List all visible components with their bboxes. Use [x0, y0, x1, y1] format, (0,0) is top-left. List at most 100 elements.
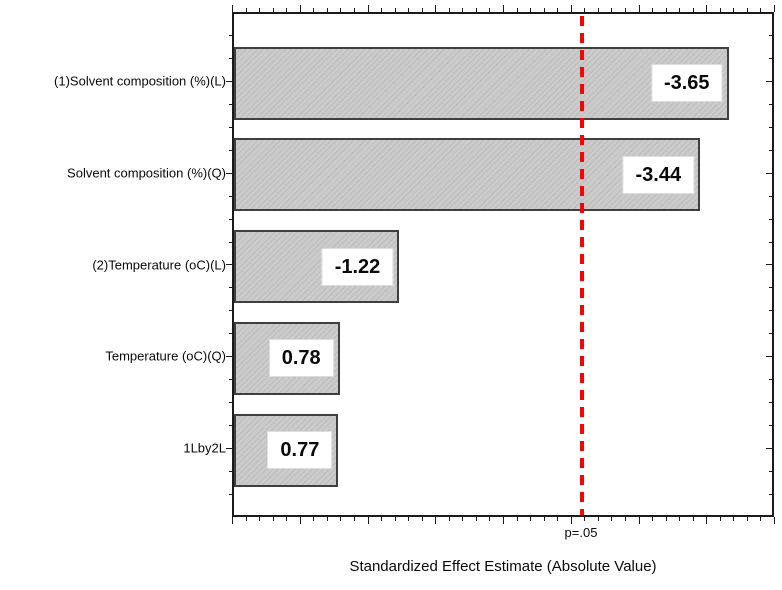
y-axis-tick [769, 287, 772, 289]
x-axis-tick [679, 8, 681, 12]
x-axis-tick [584, 8, 586, 12]
x-axis-tick [462, 8, 464, 12]
x-axis-title: Standardized Effect Estimate (Absolute V… [349, 558, 657, 575]
x-axis-tick [692, 517, 694, 521]
y-axis-tick [769, 310, 772, 312]
x-axis-tick [313, 517, 315, 521]
y-axis-tick [769, 493, 772, 495]
y-axis-tick [229, 103, 232, 105]
x-axis-tick [746, 517, 748, 521]
x-axis-tick [665, 517, 667, 521]
x-axis-tick [272, 517, 274, 521]
x-axis-tick [516, 517, 518, 521]
x-axis-tick [489, 517, 491, 521]
y-axis-tick [229, 493, 232, 495]
x-axis-tick [340, 8, 342, 12]
x-axis-tick [624, 8, 626, 12]
y-axis-tick [226, 264, 232, 266]
x-axis-tick [353, 8, 355, 12]
y-axis-tick [229, 333, 232, 335]
y-axis-tick [769, 425, 772, 427]
x-axis-tick [421, 8, 423, 12]
x-axis-tick [665, 8, 667, 12]
y-axis-tick [769, 58, 772, 60]
y-axis-tick [229, 470, 232, 472]
x-axis-tick [733, 8, 735, 12]
y-axis-tick [229, 310, 232, 312]
x-axis-tick [353, 517, 355, 521]
x-axis-tick [489, 8, 491, 12]
x-axis-tick [774, 517, 775, 524]
x-axis-tick [624, 517, 626, 521]
x-axis-tick [570, 517, 572, 524]
y-axis-tick [229, 58, 232, 60]
y-axis-tick [226, 172, 232, 174]
x-axis-tick [719, 517, 721, 521]
x-axis-tick [475, 517, 477, 521]
x-axis-tick [326, 8, 328, 12]
x-axis-tick [313, 8, 315, 12]
x-axis-tick [381, 8, 383, 12]
x-axis-tick [245, 517, 247, 521]
significance-threshold-line [580, 16, 585, 515]
x-axis-tick [503, 517, 504, 524]
x-axis-tick [286, 8, 288, 12]
y-axis-tick [226, 356, 232, 358]
x-axis-tick [760, 8, 762, 12]
y-axis-tick [766, 172, 772, 174]
x-axis-tick [557, 8, 559, 12]
category-label: Temperature (oC)(Q) [105, 348, 226, 364]
x-axis-tick [299, 5, 301, 12]
category-label: (1)Solvent composition (%)(L) [54, 73, 226, 89]
y-axis-tick [769, 470, 772, 472]
x-axis-tick [326, 517, 328, 521]
bar-value-label: -3.65 [650, 64, 723, 102]
y-axis-tick [229, 379, 232, 381]
y-axis-tick [769, 402, 772, 404]
x-axis-tick [543, 517, 545, 521]
y-axis-tick [229, 35, 232, 37]
bar [234, 138, 701, 212]
y-axis-tick [229, 241, 232, 243]
bar-value-label: -1.22 [321, 247, 394, 286]
x-axis-tick [381, 517, 383, 521]
y-axis-tick [229, 402, 232, 404]
x-axis-tick [340, 517, 342, 521]
y-axis-tick [226, 447, 232, 449]
x-axis-tick [516, 8, 518, 12]
bar-value-label: -3.44 [622, 155, 695, 194]
x-axis-tick [408, 517, 410, 521]
x-axis-tick [475, 8, 477, 12]
y-axis-tick [766, 264, 772, 266]
y-axis-tick [769, 333, 772, 335]
x-axis-tick [272, 8, 274, 12]
y-axis-tick [766, 356, 772, 358]
x-axis-tick [232, 5, 233, 12]
x-axis-tick [679, 517, 681, 521]
y-axis-tick [769, 35, 772, 37]
x-axis-tick [733, 517, 735, 521]
x-axis-tick [448, 517, 450, 521]
x-axis-tick [232, 517, 233, 524]
x-axis-tick [638, 517, 640, 524]
x-axis-tick [557, 517, 559, 521]
x-axis-tick [706, 517, 708, 524]
x-axis-tick [543, 8, 545, 12]
category-label: 1Lby2L [183, 440, 226, 456]
bar-value-label: 0.78 [268, 339, 334, 378]
y-axis-tick [769, 149, 772, 151]
y-axis-tick [769, 103, 772, 105]
y-axis-tick [769, 126, 772, 128]
significance-line-label: p=.05 [564, 525, 598, 540]
x-axis-tick [597, 8, 599, 12]
y-axis-tick [226, 80, 232, 82]
x-axis-tick [245, 8, 247, 12]
x-axis-tick [530, 8, 532, 12]
x-axis-tick [448, 8, 450, 12]
plot-area: -3.65 -3.44 -1.22 0.78 0.77 [232, 12, 774, 517]
x-axis-tick [570, 5, 572, 12]
bar [234, 46, 729, 120]
y-axis-tick [769, 379, 772, 381]
x-axis-tick [394, 517, 396, 521]
